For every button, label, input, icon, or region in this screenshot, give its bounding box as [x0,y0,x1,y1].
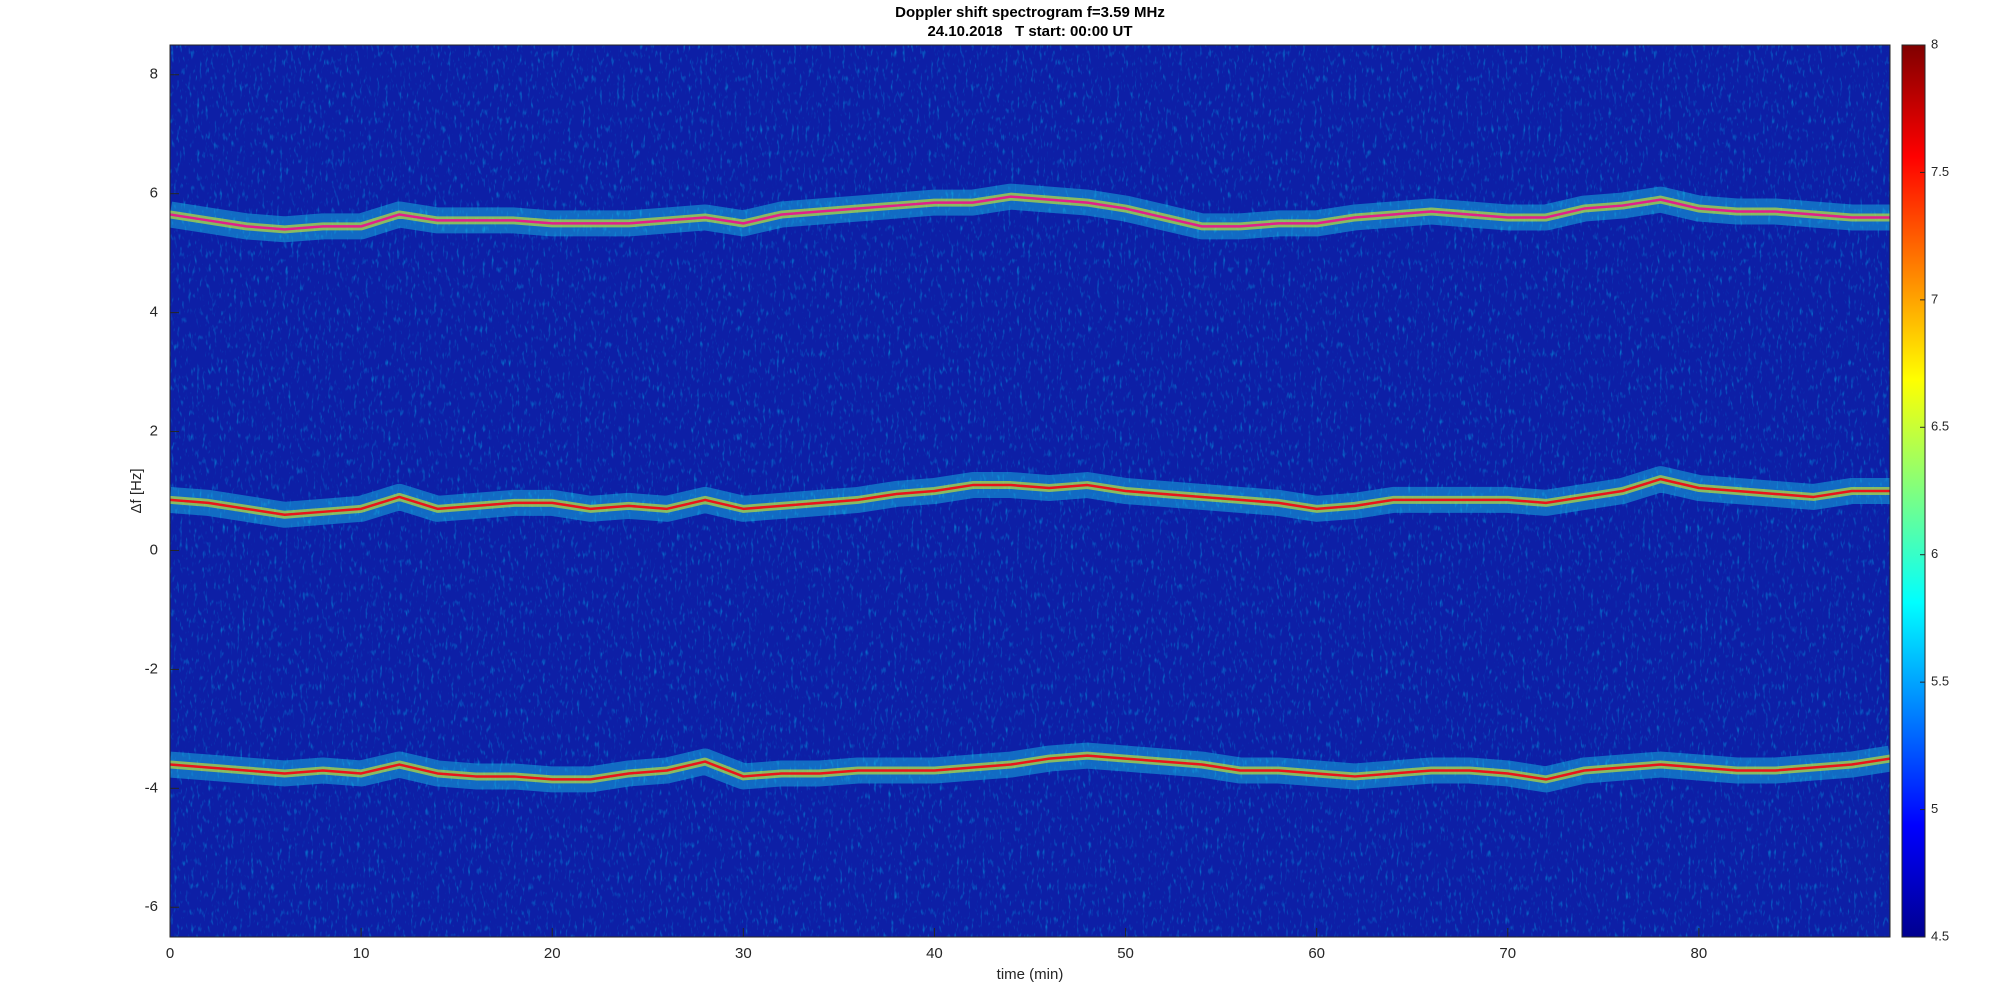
colorbar-tick-label: 5 [1931,801,1938,816]
chart-subtitle: 24.10.2018 T start: 00:00 UT [927,23,1132,40]
x-tick-label: 0 [166,945,174,962]
colorbar-tick-label: 8 [1931,36,1938,51]
axes-box [169,44,1891,938]
x-tick-label: 20 [544,945,561,962]
colorbar-tick-label: 6 [1931,546,1938,561]
y-tick-label: -2 [145,660,158,677]
x-axis-label: time (min) [997,966,1064,983]
y-tick-label: -6 [145,898,158,915]
x-tick-label: 40 [926,945,943,962]
x-tick-label: 60 [1308,945,1325,962]
colorbar-tick-label: 4.5 [1931,928,1949,943]
y-tick-label: 6 [150,185,158,202]
chart-title: Doppler shift spectrogram f=3.59 MHz [895,4,1165,21]
x-tick-label: 30 [735,945,752,962]
y-tick-label: 8 [150,66,158,83]
x-tick-label: 70 [1499,945,1516,962]
x-tick-label: 80 [1691,945,1708,962]
x-tick-label: 50 [1117,945,1134,962]
y-tick-label: 2 [150,423,158,440]
plot-area [170,45,1890,937]
colorbar-tick-label: 5.5 [1931,674,1949,689]
trace-line [170,477,1890,517]
y-tick-label: -4 [145,779,158,796]
colorbar-tick-label: 7 [1931,291,1938,306]
colorbar [1901,44,1926,938]
trace-line [170,754,1890,781]
colorbar-tick-label: 7.5 [1931,164,1949,179]
y-tick-label: 0 [150,541,158,558]
x-tick-label: 10 [353,945,370,962]
colorbar-tick-label: 6.5 [1931,419,1949,434]
y-axis-label: Δf [Hz] [128,468,145,513]
trace-line [170,195,1890,231]
y-tick-label: 4 [150,304,158,321]
